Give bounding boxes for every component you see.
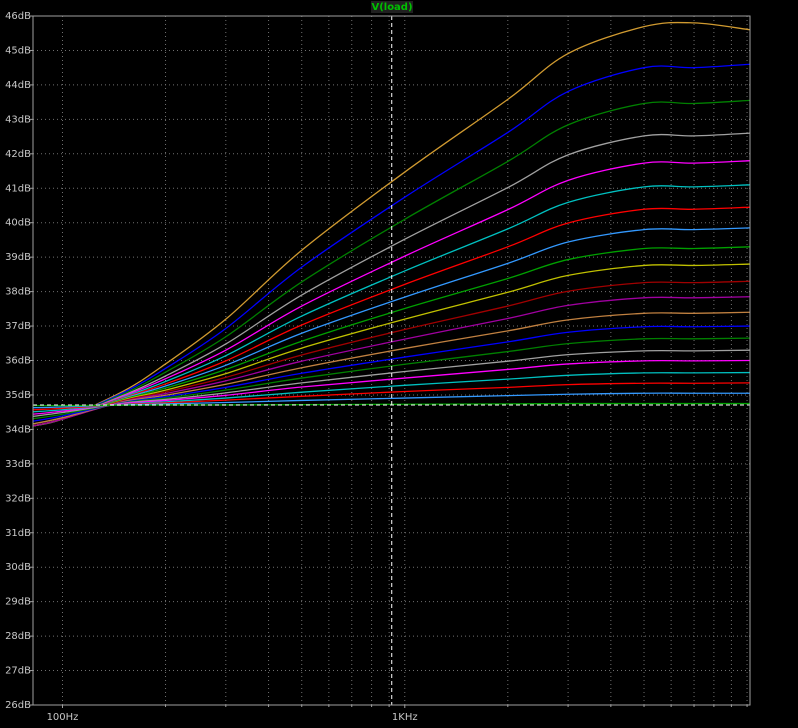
y-tick-label: 29dB [5,597,31,608]
y-tick-label: 45dB [5,45,31,56]
y-tick-label: 34dB [5,424,31,435]
y-tick-label: 36dB [5,356,31,367]
x-tick-label: 100Hz [47,712,79,723]
y-tick-label: 43dB [5,114,31,125]
y-tick-label: 26dB [5,700,31,711]
series-line [32,99,751,427]
series-line [32,402,750,407]
y-tick-label: 46dB [5,11,31,22]
series-line [32,206,751,427]
y-tick-label: 30dB [5,562,31,573]
y-tick-label: 35dB [5,390,31,401]
y-tick-label: 37dB [5,321,31,332]
series-line [32,263,751,427]
x-tick-label: 1KHz [392,712,418,723]
series-line [32,21,751,427]
y-tick-label: 31dB [5,528,31,539]
series-line [32,359,751,415]
chart-title: V(load) [371,2,412,13]
y-tick-label: 33dB [5,459,31,470]
series-line [32,227,751,427]
y-tick-label: 39dB [5,252,31,263]
y-tick-label: 38dB [5,287,31,298]
y-tick-label: 27dB [5,666,31,677]
y-tick-label: 42dB [5,149,31,160]
series-line [32,311,751,425]
series-line [32,63,751,427]
y-tick-label: 40dB [5,218,31,229]
y-tick-label: 44dB [5,80,31,91]
y-tick-label: 28dB [5,631,31,642]
series-line [32,246,751,427]
y-tick-label: 32dB [5,493,31,504]
series-line [32,160,751,427]
title-box [371,1,413,13]
series-line [32,184,751,427]
plot-area [32,16,751,705]
y-tick-label: 41dB [5,183,31,194]
series-line [32,280,751,427]
